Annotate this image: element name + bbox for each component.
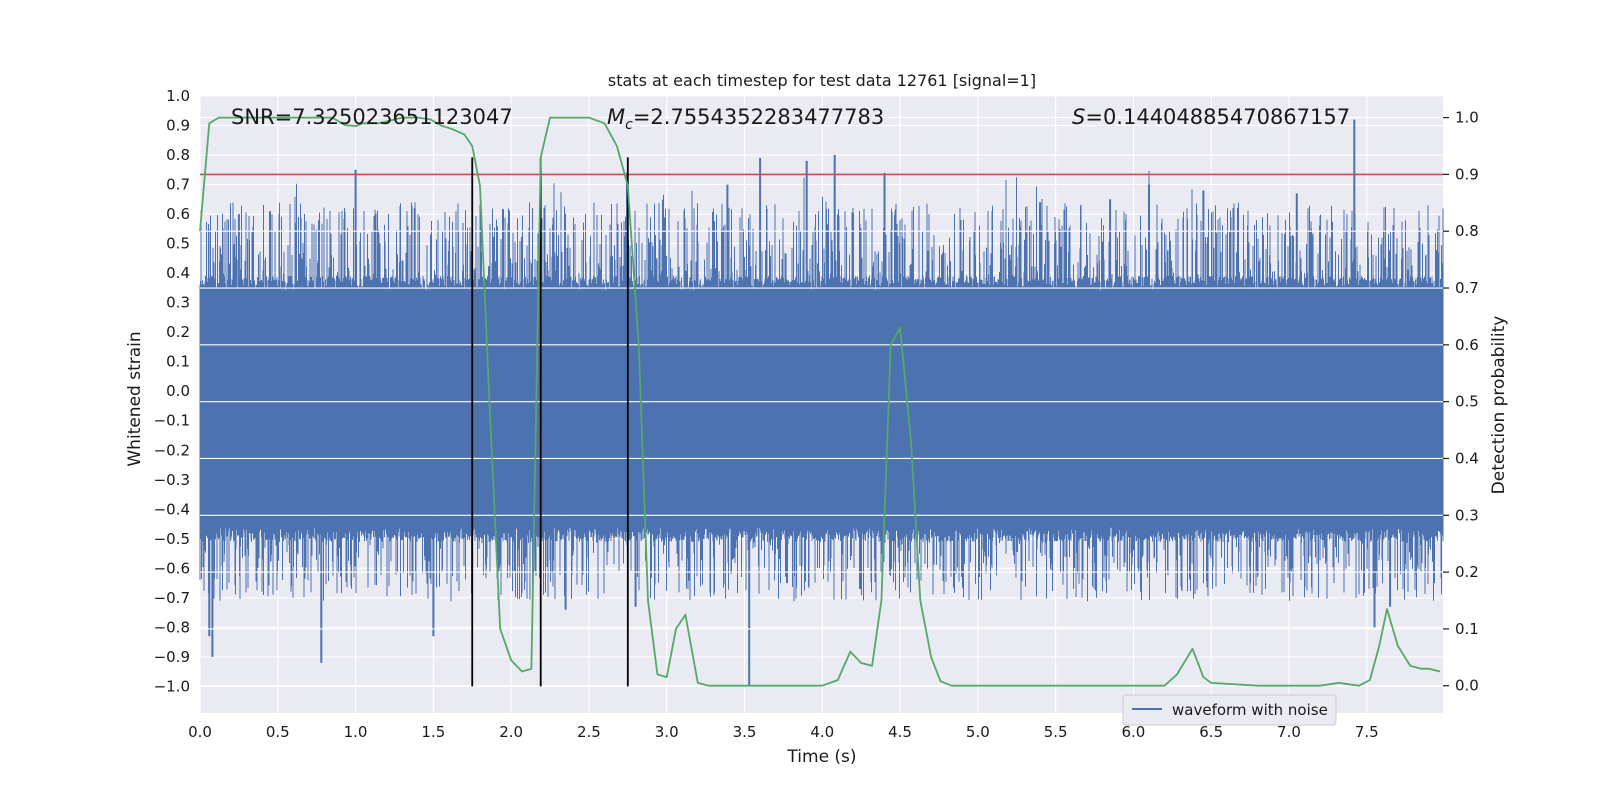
s-statistic-symbol: S: [1072, 105, 1085, 129]
x-tick-label: 3.5: [733, 723, 757, 741]
y-tick-label: 0.8: [166, 146, 190, 164]
y-tick-label: −0.5: [154, 530, 190, 548]
y-tick-label: 1.0: [166, 87, 190, 105]
y-tick-label: −0.8: [154, 618, 190, 636]
x-tick-label: 6.5: [1199, 723, 1223, 741]
x-tick-label: 4.0: [810, 723, 834, 741]
x-tick-label: 7.5: [1355, 723, 1379, 741]
chirp-mass-value: =2.7554352283477783: [633, 105, 884, 129]
y-tick-label: −0.2: [154, 441, 190, 459]
right-y-axis-ticks: 1.0 0.9 0.8 0.7 0.6 0.5 0.4 0.3 0.2 0.1 0.0: [1443, 109, 1479, 695]
y2-tick-label: 0.2: [1455, 563, 1479, 581]
y-tick-label: 0.2: [166, 323, 190, 341]
x-tick-label: 1.0: [344, 723, 368, 741]
legend: waveform with noise: [1122, 694, 1337, 726]
y2-tick-label: 0.6: [1455, 336, 1479, 354]
legend-box: [1122, 694, 1337, 726]
x-tick-label: 0.5: [266, 723, 290, 741]
x-tick-label: 3.0: [655, 723, 679, 741]
waveform-noise-trace: [199, 171, 1444, 602]
y2-tick-label: 0.9: [1455, 165, 1479, 183]
event-vertical-lines: [471, 157, 629, 687]
chirp-mass-annotation: Mc=2.7554352283477783: [607, 105, 884, 133]
y-tick-label: 0.6: [166, 205, 190, 223]
x-tick-label: 7.0: [1277, 723, 1301, 741]
y-tick-label: 0.7: [166, 176, 190, 194]
x-axis-ticks: 0.0 0.5 1.0 1.5 2.0 2.5 3.0 3.5 4.0 4.5 5.0 5.5 6.0 6…: [188, 723, 1379, 741]
y-tick-label: 0.4: [166, 264, 190, 282]
s-statistic-annotation: S=0.14404885470867157: [1072, 105, 1350, 129]
x-tick-label: 2.0: [499, 723, 523, 741]
x-tick-label: 5.0: [966, 723, 990, 741]
x-tick-label: 2.5: [577, 723, 601, 741]
x-tick-label: 0.0: [188, 723, 212, 741]
s-statistic-value: =0.14404885470867157: [1085, 105, 1350, 129]
y2-tick-label: 1.0: [1455, 109, 1479, 127]
y-tick-label: 0.1: [166, 353, 190, 371]
chart-title: stats at each timestep for test data 127…: [608, 71, 1036, 90]
y-tick-label: −0.6: [154, 559, 190, 577]
y-tick-label: −0.4: [154, 500, 190, 518]
chirp-mass-subscript: c: [625, 117, 633, 133]
y-tick-label: −0.9: [154, 648, 190, 666]
y2-tick-label: 0.5: [1455, 393, 1479, 411]
chirp-mass-symbol: M: [607, 105, 625, 129]
y-tick-label: −0.7: [154, 589, 190, 607]
left-y-axis-ticks: 1.0 0.9 0.8 0.7 0.6 0.5 0.4 0.3 0.2 0.1 0.0 −0.1 −0.…: [154, 87, 190, 695]
y2-tick-label: 0.0: [1455, 677, 1479, 695]
y-tick-label: −0.1: [154, 412, 190, 430]
y-tick-label: −1.0: [154, 677, 190, 695]
x-tick-label: 6.0: [1121, 723, 1145, 741]
x-tick-label: 5.5: [1044, 723, 1068, 741]
x-tick-label: 4.5: [888, 723, 912, 741]
detection-probability-line: [199, 116, 1441, 687]
y-tick-label: 0.5: [166, 235, 190, 253]
y-tick-label: 0.9: [166, 117, 190, 135]
y2-tick-label: 0.4: [1455, 449, 1479, 467]
y2-tick-label: 0.8: [1455, 222, 1479, 240]
y2-tick-label: 0.1: [1455, 620, 1479, 638]
y-tick-label: 0.3: [166, 294, 190, 312]
right-y-axis-label: Detection probability: [1489, 316, 1509, 495]
x-axis-label: Time (s): [786, 747, 856, 767]
y-tick-label: −0.3: [154, 471, 190, 489]
snr-annotation: SNR=7.325023651123047: [231, 105, 513, 129]
legend-label-waveform: waveform with noise: [1172, 701, 1328, 719]
y2-tick-label: 0.7: [1455, 279, 1479, 297]
y-tick-label: 0.0: [166, 382, 190, 400]
x-tick-label: 1.5: [421, 723, 445, 741]
left-y-axis-label: Whitened strain: [125, 331, 145, 466]
y2-tick-label: 0.3: [1455, 506, 1479, 524]
